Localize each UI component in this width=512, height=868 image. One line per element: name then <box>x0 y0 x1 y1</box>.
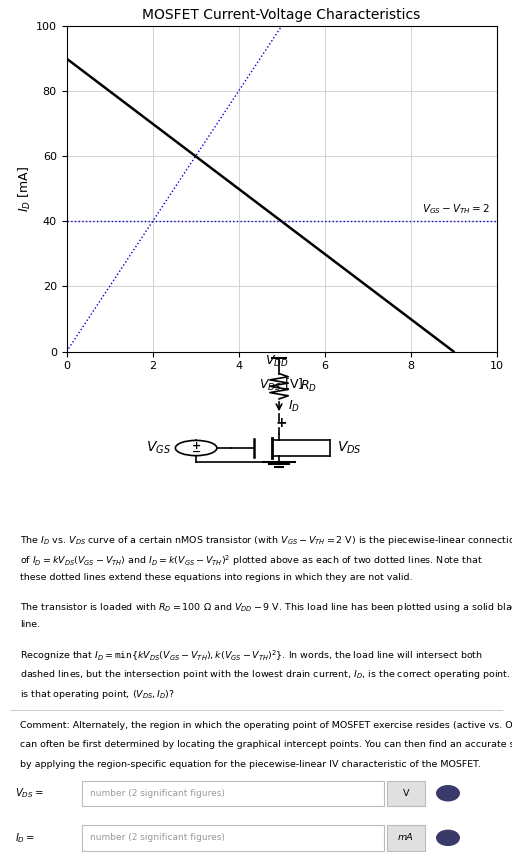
Text: $V_{DD}$: $V_{DD}$ <box>265 354 289 369</box>
Text: +: + <box>275 417 287 431</box>
Text: by applying the region-specific equation for the piecewise-linear IV characteris: by applying the region-specific equation… <box>20 760 481 769</box>
Text: $V_{DS}$: $V_{DS}$ <box>337 440 361 457</box>
Text: $\boldsymbol{+}$: $\boldsymbol{+}$ <box>191 440 201 451</box>
Circle shape <box>175 440 217 456</box>
FancyBboxPatch shape <box>387 780 425 806</box>
Text: Recognize that $I_D = \mathtt{min}\{kV_{DS}(V_{GS} - V_{TH}), k(V_{GS} - V_{TH}): Recognize that $I_D = \mathtt{min}\{kV_{… <box>20 648 483 663</box>
X-axis label: $V_{DS}$ [V]: $V_{DS}$ [V] <box>260 377 304 393</box>
Text: $I_D$: $I_D$ <box>288 399 300 414</box>
Title: MOSFET Current-Voltage Characteristics: MOSFET Current-Voltage Characteristics <box>142 8 421 22</box>
Text: is that operating point, $(V_{DS}, I_D)$?: is that operating point, $(V_{DS}, I_D)$… <box>20 687 176 700</box>
Circle shape <box>437 831 459 845</box>
FancyBboxPatch shape <box>387 825 425 851</box>
Text: mA: mA <box>398 833 414 842</box>
Text: The $I_D$ vs. $V_{DS}$ curve of a certain nMOS transistor (with $V_{GS} - V_{TH}: The $I_D$ vs. $V_{DS}$ curve of a certai… <box>20 534 512 547</box>
Y-axis label: $I_D$ [mA]: $I_D$ [mA] <box>17 166 33 212</box>
Text: $V_{GS}$: $V_{GS}$ <box>146 440 171 457</box>
Text: number (2 significant figures): number (2 significant figures) <box>90 833 224 842</box>
Circle shape <box>437 786 459 801</box>
Text: ?: ? <box>445 789 451 798</box>
Text: $R_D$: $R_D$ <box>300 378 317 394</box>
Text: Comment: Alternately, the region in which the operating point of MOSFET exercise: Comment: Alternately, the region in whic… <box>20 721 512 730</box>
Text: $V_{GS} - V_{TH} = 2$: $V_{GS} - V_{TH} = 2$ <box>422 202 490 216</box>
Text: V: V <box>403 789 409 798</box>
Text: number (2 significant figures): number (2 significant figures) <box>90 789 224 798</box>
Text: can often be first determined by locating the graphical intercept points. You ca: can often be first determined by locatin… <box>20 740 512 749</box>
Text: dashed lines, but the intersection point with the lowest drain current, $I_D$, i: dashed lines, but the intersection point… <box>20 668 512 681</box>
Text: of $I_D = kV_{DS}(V_{GS} - V_{TH})$ and $I_D = k(V_{GS} - V_{TH})^2$ plotted abo: of $I_D = kV_{DS}(V_{GS} - V_{TH})$ and … <box>20 553 483 568</box>
FancyBboxPatch shape <box>82 780 384 806</box>
Text: $\boldsymbol{-}$: $\boldsymbol{-}$ <box>191 445 201 456</box>
FancyBboxPatch shape <box>82 825 384 851</box>
Text: The transistor is loaded with $R_D = 100~\Omega$ and $V_{DD} - 9$ V. This load l: The transistor is loaded with $R_D = 100… <box>20 601 512 614</box>
Text: ?: ? <box>445 833 451 842</box>
Text: line.: line. <box>20 621 40 629</box>
Text: $I_D =$: $I_D =$ <box>15 831 35 845</box>
Text: $V_{DS} =$: $V_{DS} =$ <box>15 786 44 800</box>
Text: these dotted lines extend these equations into regions in which they are not val: these dotted lines extend these equation… <box>20 573 413 582</box>
